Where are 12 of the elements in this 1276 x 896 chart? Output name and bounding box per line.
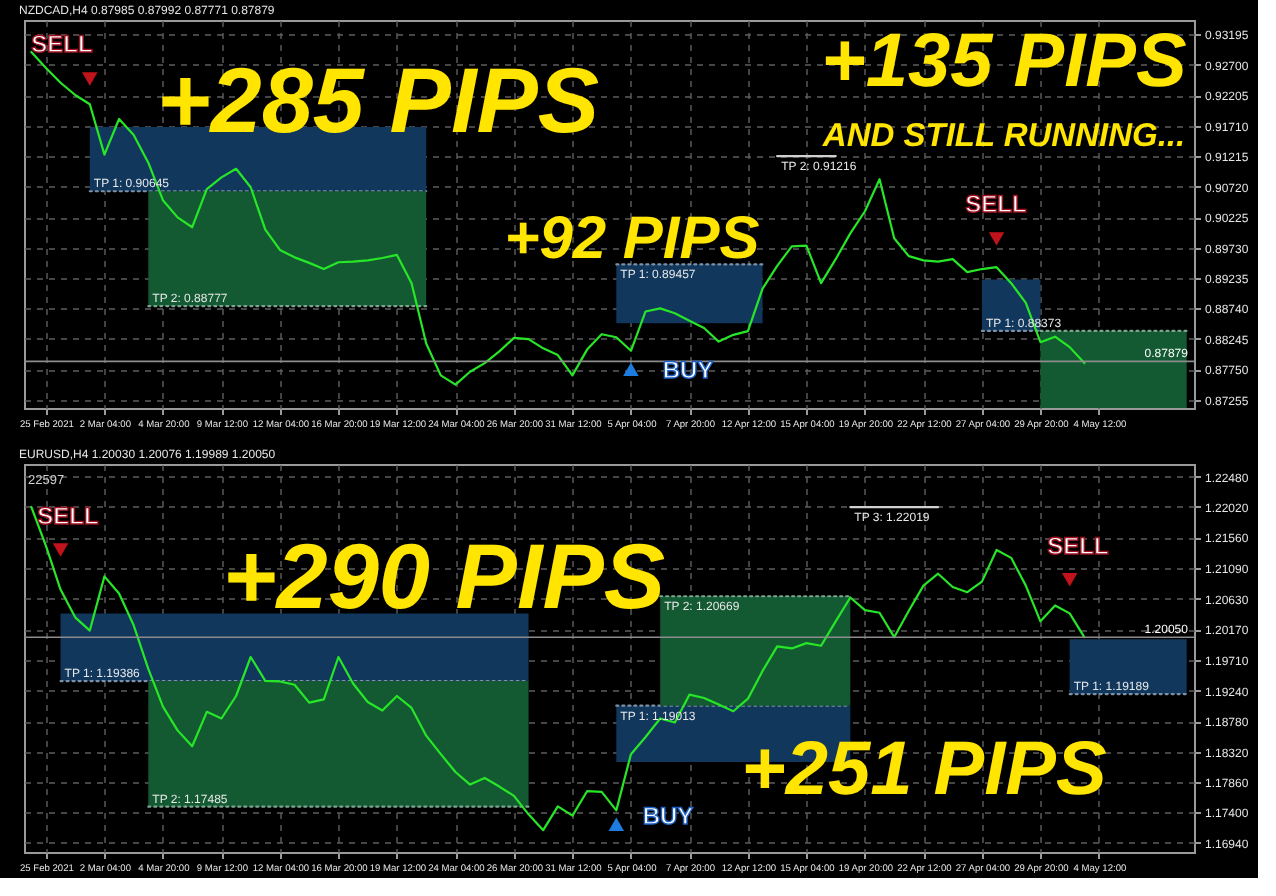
annotation: AND STILL RUNNING... — [820, 118, 1186, 154]
annotation: SELL — [31, 30, 93, 58]
annotation: SELL — [1047, 532, 1109, 560]
annotation: SELL — [965, 190, 1027, 218]
annotation: BUY — [662, 356, 714, 384]
annotation: +135 PIPS — [821, 20, 1187, 104]
annotation: +290 PIPS — [222, 524, 666, 628]
annotation: SELL — [37, 502, 99, 530]
annotation: +285 PIPS — [156, 48, 600, 152]
annotation: +251 PIPS — [741, 728, 1107, 812]
annotation: BUY — [642, 802, 694, 830]
annotation: +92 PIPS — [504, 206, 760, 272]
